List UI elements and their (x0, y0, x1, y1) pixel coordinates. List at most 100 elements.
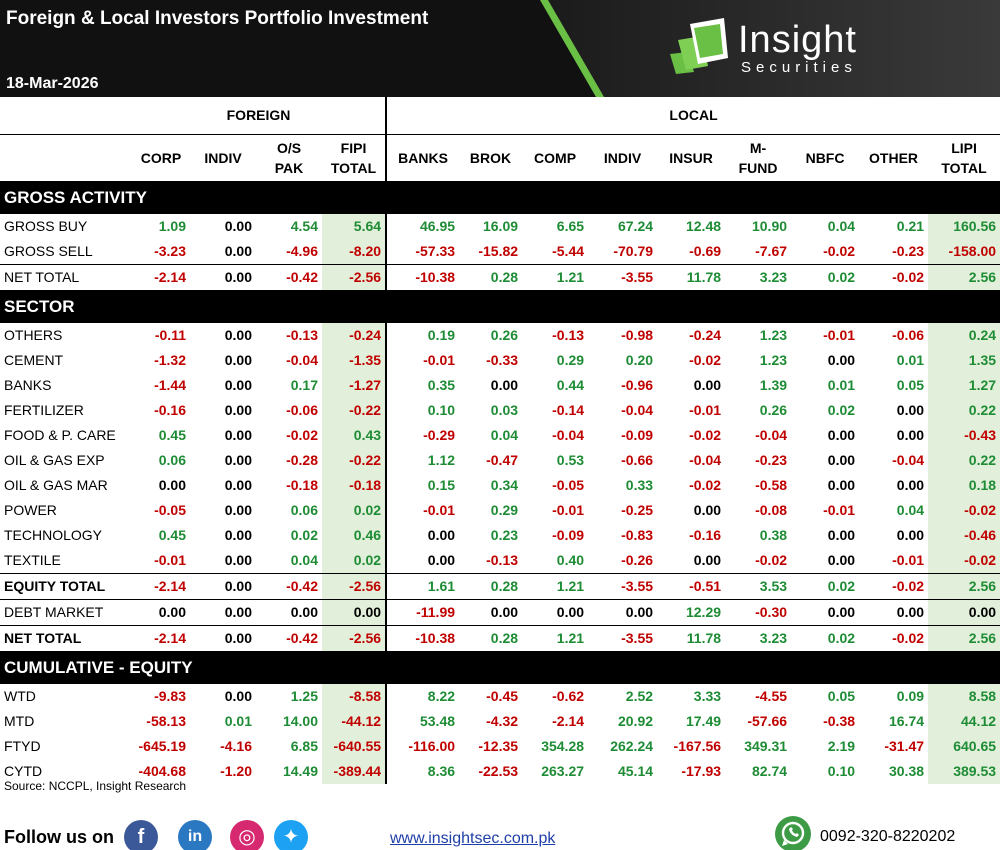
value-cell: -5.44 (552, 243, 585, 259)
linkedin-icon[interactable]: in (178, 820, 212, 850)
value-cell: -0.42 (256, 573, 322, 600)
value-cell: 11.78 (657, 625, 726, 651)
value-cell: 1.23 (759, 327, 788, 343)
value-cell: -9.83 (154, 688, 186, 704)
value-cell: 0.00 (190, 625, 256, 651)
value-cell: 0.00 (693, 552, 722, 568)
value-cell: -0.08 (755, 502, 788, 518)
value-cell: -8.58 (322, 684, 388, 709)
value-cell: -0.22 (322, 398, 388, 423)
value-cell: 82.74 (751, 763, 788, 779)
section-header-row: GROSS ACTIVITY (0, 181, 1000, 214)
value-cell: 0.29 (490, 502, 519, 518)
value-cell: -0.09 (621, 427, 654, 443)
column-header: INSUR (657, 134, 725, 181)
facebook-icon[interactable]: f (124, 820, 158, 850)
value-cell: 0.00 (896, 427, 925, 443)
value-cell: -116.00 (408, 738, 456, 754)
column-header: INDIV (588, 134, 657, 181)
column-header: COMP (522, 134, 588, 181)
value-cell: -0.42 (256, 625, 322, 651)
value-cell: 0.00 (625, 604, 654, 620)
value-cell: -0.62 (552, 688, 585, 704)
value-cell: -0.02 (928, 498, 1000, 523)
value-cell: -0.69 (689, 243, 722, 259)
value-cell: 16.09 (482, 218, 519, 234)
value-cell: 0.19 (427, 327, 456, 343)
value-cell: 0.00 (224, 402, 252, 418)
value-cell: 2.52 (625, 688, 654, 704)
value-cell: 0.00 (224, 552, 252, 568)
value-cell: 0.00 (896, 527, 925, 543)
local-group-header: LOCAL (386, 97, 1000, 135)
value-cell: 0.00 (827, 604, 856, 620)
value-cell: 0.21 (896, 218, 925, 234)
website-link[interactable]: www.insightsec.com.pk (390, 830, 556, 847)
value-cell: 354.28 (541, 738, 585, 754)
value-cell: 0.00 (693, 377, 722, 393)
value-cell: -0.26 (621, 552, 654, 568)
value-cell: 46.95 (419, 218, 456, 234)
value-cell: -4.55 (755, 688, 788, 704)
value-cell: 389.53 (928, 759, 1000, 784)
value-cell: 1.21 (522, 625, 589, 651)
column-header-text: LIPI (951, 139, 977, 156)
value-cell: -57.33 (415, 243, 456, 259)
table-row: TECHNOLOGY 0.45 0.00 0.02 0.46 0.00 0.23 -0.09 -… (0, 523, 1000, 548)
row-label: OIL & GAS MAR (4, 477, 108, 493)
value-cell: -0.83 (621, 527, 654, 543)
value-cell: -0.30 (755, 604, 788, 620)
value-cell: 2.19 (827, 738, 856, 754)
value-cell: -0.24 (689, 327, 722, 343)
value-cell: 0.06 (158, 452, 186, 468)
row-label: BANKS (4, 377, 52, 393)
table-row: DEBT MARKET 0.00 0.00 0.00 0.00 -11.99 0.00 0.0… (0, 599, 1000, 626)
value-cell: -404.68 (138, 763, 186, 779)
twitter-icon[interactable]: ✦ (274, 820, 308, 850)
value-cell: 0.18 (928, 473, 1000, 498)
value-cell: 0.00 (224, 352, 252, 368)
whatsapp-icon[interactable] (775, 816, 811, 850)
value-cell: 14.00 (282, 713, 318, 729)
value-cell: 0.23 (490, 527, 519, 543)
value-cell: -0.05 (154, 502, 186, 518)
table-row: GROSS SELL -3.23 0.00 -4.96 -8.20 -57.33 -15.8… (0, 239, 1000, 265)
value-cell: 0.28 (459, 573, 523, 600)
value-cell: 2.56 (928, 625, 1000, 651)
blank-cell (0, 97, 132, 135)
column-header-text: TOTAL (330, 159, 377, 176)
value-cell: 14.49 (282, 763, 318, 779)
value-cell: 0.43 (322, 423, 388, 448)
table-row: FTYD -645.19 -4.16 6.85 -640.55 -116.00 -12.35… (0, 734, 1000, 759)
instagram-icon[interactable]: ◎ (230, 820, 264, 850)
value-cell: -0.47 (486, 452, 519, 468)
column-header: CORP (132, 134, 190, 181)
value-cell: -2.14 (552, 713, 585, 729)
column-header-text: O/S (276, 139, 302, 156)
value-cell: 0.05 (896, 377, 925, 393)
value-cell: 8.22 (427, 688, 456, 704)
value-cell: -0.43 (928, 423, 1000, 448)
value-cell: -70.79 (613, 243, 654, 259)
section-title: GROSS ACTIVITY (0, 181, 1000, 214)
column-header: LIPI TOTAL (928, 134, 1000, 181)
table-row: EQUITY TOTAL -2.14 0.00 -0.42 -2.56 1.61 0.28 1… (0, 573, 1000, 600)
value-cell: 12.29 (685, 604, 722, 620)
value-cell: 0.26 (490, 327, 519, 343)
value-cell: -3.55 (588, 625, 658, 651)
value-cell: -0.04 (621, 402, 654, 418)
value-cell: -12.35 (478, 738, 519, 754)
section-title: CUMULATIVE - EQUITY (0, 651, 1000, 684)
value-cell: -4.32 (486, 713, 519, 729)
value-cell: -58.13 (146, 713, 186, 729)
value-cell: 0.00 (827, 527, 856, 543)
value-cell: 1.09 (158, 218, 186, 234)
column-header-row: CORP INDIV O/S PAK FIPI TOTAL BANKS BROK COMP IND… (0, 134, 1000, 181)
value-cell: 0.17 (290, 377, 318, 393)
row-label: POWER (4, 502, 57, 518)
value-cell: 0.38 (759, 527, 788, 543)
table-row: TEXTILE -0.01 0.00 0.04 0.02 0.00 -0.13 0.40 -0.… (0, 548, 1000, 574)
value-cell: -0.01 (892, 552, 925, 568)
report-header: Foreign & Local Investors Portfolio Inve… (0, 0, 1000, 97)
value-cell: -0.29 (423, 427, 456, 443)
